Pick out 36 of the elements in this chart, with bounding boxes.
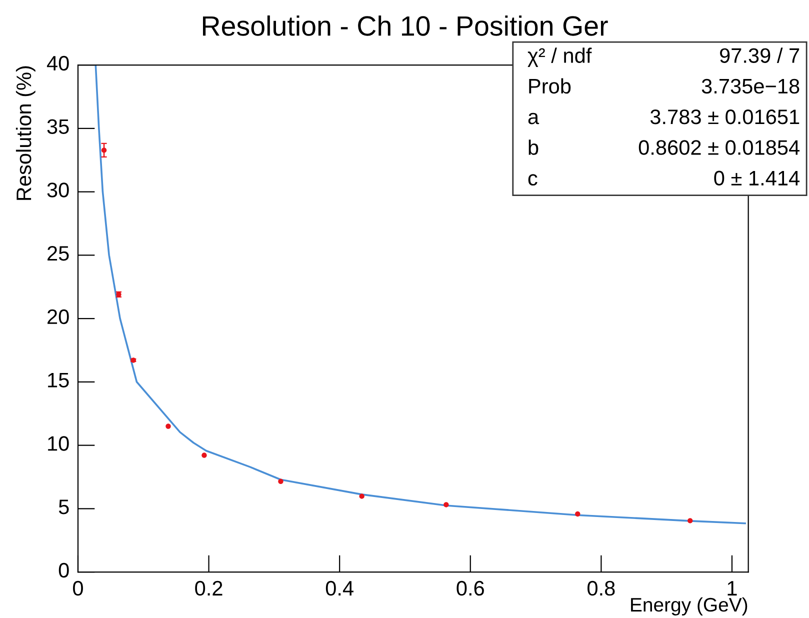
y-tick-label: 0 <box>58 562 69 578</box>
x-tick-label: 0 <box>73 580 83 596</box>
annotation: b <box>528 140 538 155</box>
text: 97.39 / 7 <box>720 48 800 63</box>
y-tick-label: 20 <box>48 309 69 324</box>
annotation: χ² / ndf <box>528 48 592 68</box>
point <box>202 452 207 458</box>
point <box>688 518 693 524</box>
point <box>444 502 449 508</box>
x-tick-label: 0.2 <box>195 580 222 596</box>
y-tick-label: 5 <box>58 500 69 514</box>
point <box>359 494 364 499</box>
point <box>166 424 171 429</box>
annotation: 0 ± 1.414 <box>714 170 800 186</box>
annotation: 3.783 ± 0.01651 <box>650 109 800 124</box>
x-axis-title: Energy (GeV) <box>631 597 748 616</box>
x-tick-label: 0.4 <box>326 580 354 596</box>
x-tick-label: 1 <box>728 581 737 596</box>
y-tick-label: 10 <box>48 436 69 451</box>
annotation: a <box>528 112 540 124</box>
annotation: Prob <box>529 78 571 94</box>
point <box>575 511 580 517</box>
chart-title: Resolution - Ch 10 - Position Ger <box>202 15 608 36</box>
x-tick-label: 0.8 <box>588 580 615 596</box>
y-tick-label: 30 <box>47 182 69 198</box>
annotation: 0.8602 ± 0.01854 <box>638 140 800 155</box>
y-tick-label: 35 <box>47 119 69 134</box>
point <box>101 148 107 153</box>
y-tick-label: 25 <box>48 246 69 261</box>
y-axis-title: Resolution (%) <box>16 66 36 200</box>
y-tick-label: 15 <box>48 372 69 388</box>
point <box>278 478 284 484</box>
x-tick-label: 0.6 <box>456 580 484 596</box>
annotation: c <box>528 174 538 186</box>
y-tick-label: 40 <box>46 56 69 71</box>
annotation: 3.735e−18 <box>702 78 800 94</box>
